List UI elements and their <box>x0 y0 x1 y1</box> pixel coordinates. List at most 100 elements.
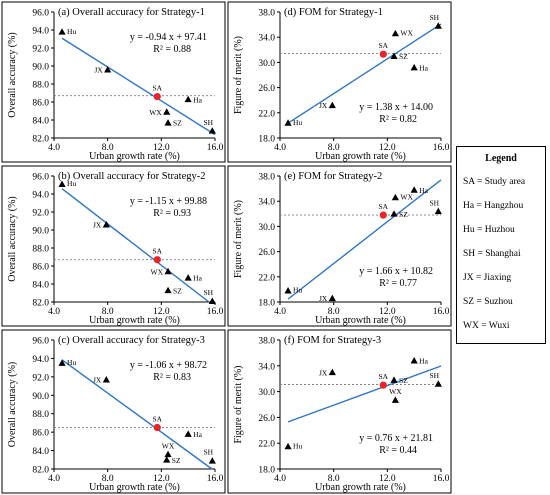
point-label: SZ <box>173 286 182 295</box>
x-tick-label: 12.0 <box>379 143 396 153</box>
x-tick-label: 8.0 <box>102 143 114 153</box>
y-tick-label: 96.0 <box>32 337 49 347</box>
point-label: SA <box>379 41 389 50</box>
r-squared: R² = 0.83 <box>153 372 191 383</box>
x-tick-label: 8.0 <box>328 307 340 317</box>
x-axis-label: Urban growth rate (%) <box>315 151 406 162</box>
point-sa <box>379 381 387 389</box>
legend-item-sa: SA = Study area <box>463 177 526 187</box>
x-axis-label: Urban growth rate (%) <box>89 482 180 493</box>
panel-border <box>227 1 452 163</box>
panel-border <box>227 329 452 494</box>
point-label: WX <box>400 192 413 201</box>
x-tick-label: 4.0 <box>274 307 286 317</box>
point-sz <box>390 52 398 59</box>
point-sh <box>208 457 216 464</box>
x-tick-label: 4.0 <box>274 474 286 484</box>
point-sz <box>390 376 398 383</box>
point-sz <box>390 210 398 217</box>
y-tick-label: 30.0 <box>258 59 275 69</box>
y-tick-label: 18.0 <box>258 135 275 145</box>
point-sa <box>379 211 387 219</box>
legend-item-hu: Hu = Huzhou <box>463 225 515 235</box>
point-label: Hu <box>67 179 76 188</box>
regression-equation: y = 0.76 x + 21.81 <box>359 433 433 444</box>
point-ha <box>410 186 418 193</box>
y-tick-label: 18.0 <box>258 466 275 476</box>
x-tick-label: 16.0 <box>433 474 450 484</box>
point-ha <box>184 95 192 103</box>
y-tick-label: 84.0 <box>32 447 49 457</box>
point-sh <box>434 207 442 215</box>
legend-item-wx: WX = Wuxi <box>463 321 510 331</box>
y-tick-label: 82.0 <box>32 466 49 476</box>
point-sa <box>153 93 161 101</box>
panel-d: 18.0 22.0 26.0 30.0 34.0 38.0 4.0 8.0 12.0 16.0 Ur… <box>227 1 452 163</box>
panel-e: 18.0 22.0 26.0 30.0 34.0 38.0 4.0 8.0 12.0 16.0 Ur… <box>227 165 452 327</box>
trend-line <box>61 359 213 470</box>
point-wx <box>164 267 172 275</box>
x-tick-label: 16.0 <box>433 143 450 153</box>
y-tick-label: 18.0 <box>258 299 275 309</box>
y-tick-label: 26.0 <box>258 414 275 424</box>
x-tick-label: 8.0 <box>102 307 114 317</box>
r-squared: R² = 0.93 <box>153 208 191 219</box>
y-tick-label: 92.0 <box>32 373 49 383</box>
y-tick-label: 22.0 <box>258 109 275 119</box>
point-hu <box>284 119 292 126</box>
point-label: Ha <box>193 95 202 104</box>
x-tick-label: 12.0 <box>379 307 396 317</box>
x-tick-label: 16.0 <box>433 307 450 317</box>
x-axis-label: Urban growth rate (%) <box>89 315 180 326</box>
point-hu <box>58 180 66 187</box>
point-label: SH <box>204 448 214 457</box>
point-wx <box>164 450 172 458</box>
point-sh <box>208 297 216 304</box>
y-tick-label: 92.0 <box>32 209 49 219</box>
regression-equation: y = 1.66 x + 10.82 <box>359 266 433 277</box>
y-axis-label: Overall accuracy (%) <box>7 32 18 118</box>
r-squared: R² = 0.77 <box>379 278 417 289</box>
y-tick-label: 86.0 <box>32 99 49 109</box>
point-wx <box>391 29 399 37</box>
y-tick-label: 90.0 <box>32 63 49 73</box>
panel-c: 82.0 84.0 86.0 88.0 90.0 92.0 94.0 96.0 4.0 8.0 12… <box>1 329 226 494</box>
point-label: SZ <box>173 119 182 128</box>
point-label: SZ <box>172 456 181 465</box>
panel-b: 82.0 84.0 86.0 88.0 90.0 92.0 94.0 96.0 4.0 8.0 12… <box>1 165 226 327</box>
r-squared: R² = 0.82 <box>379 114 417 125</box>
point-sa <box>379 50 387 58</box>
point-label: Ha <box>419 186 428 195</box>
y-tick-label: 26.0 <box>258 84 275 94</box>
point-label: JX <box>94 66 103 75</box>
point-label: SH <box>204 288 214 297</box>
y-axis-label: Figure of merit (%) <box>233 365 244 443</box>
y-axis-label: Overall accuracy (%) <box>7 362 18 448</box>
y-tick-label: 86.0 <box>32 263 49 273</box>
y-tick-label: 34.0 <box>258 198 275 208</box>
point-label: WX <box>162 441 175 450</box>
point-label: Hu <box>293 441 302 450</box>
legend-item-sz: SZ = Suzhou <box>463 297 513 307</box>
y-tick-label: 26.0 <box>258 248 275 258</box>
y-tick-label: 92.0 <box>32 45 49 55</box>
point-sz <box>164 286 172 294</box>
legend-item-ha: Ha = Hangzhou <box>463 201 524 211</box>
point-label: Hu <box>293 118 302 127</box>
regression-equation: y = -1.06 x + 98.72 <box>130 360 207 371</box>
point-wx <box>163 108 171 115</box>
point-label: SA <box>153 247 163 256</box>
point-ha <box>410 63 418 71</box>
y-axis-label: Overall accuracy (%) <box>7 196 18 282</box>
panel-border <box>1 329 226 494</box>
y-tick-label: 94.0 <box>32 355 49 365</box>
point-jx <box>328 368 336 376</box>
x-axis-label: Urban growth rate (%) <box>315 482 406 493</box>
y-tick-label: 94.0 <box>32 27 49 37</box>
y-tick-label: 38.0 <box>258 173 275 183</box>
point-label: SA <box>379 202 389 211</box>
x-tick-label: 4.0 <box>48 474 60 484</box>
x-tick-label: 4.0 <box>48 307 60 317</box>
panel-border <box>1 1 226 163</box>
